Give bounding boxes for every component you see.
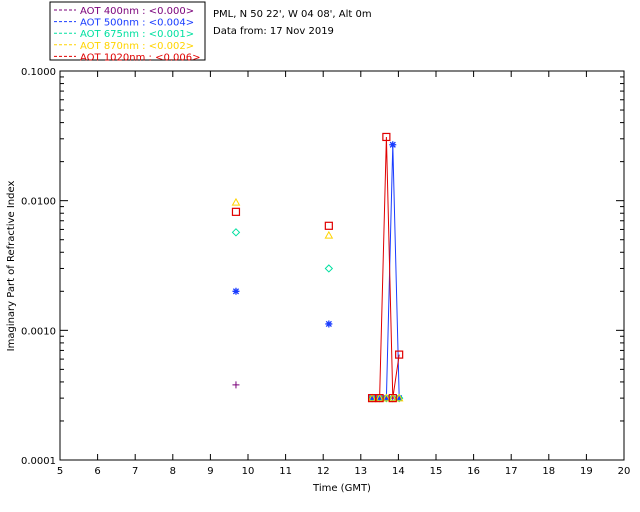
asterisk-marker xyxy=(368,394,376,402)
asterisk-marker xyxy=(382,394,390,402)
y-tick-label: 0.1000 xyxy=(21,67,56,78)
y-tick-label: 0.0001 xyxy=(21,456,56,467)
diamond-marker xyxy=(324,264,334,273)
x-tick-label: 9 xyxy=(207,466,213,477)
asterisk-marker xyxy=(389,141,397,149)
x-tick-label: 8 xyxy=(170,466,176,477)
plot-frame xyxy=(59,70,625,461)
axis-ticks: 5 6 7 8 9 10 11 12 13 14 15 16 17 18 19 20 0.0001 0.0010 0… xyxy=(21,67,630,477)
square-marker xyxy=(324,221,333,230)
legend-box xyxy=(49,1,206,61)
y-axis-label: Imaginary Part of Refractive Index xyxy=(6,181,17,352)
x-tick-label: 6 xyxy=(94,466,100,477)
y-tick-label: 0.0100 xyxy=(21,197,56,208)
x-tick-label: 17 xyxy=(505,466,518,477)
square-marker xyxy=(388,394,397,403)
x-tick-label: 16 xyxy=(467,466,480,477)
asterisk-marker xyxy=(395,394,403,402)
triangle-marker xyxy=(388,393,398,402)
square-marker xyxy=(382,132,391,142)
series-lines xyxy=(372,136,400,399)
date-label: Data from: 17 Nov 2019 xyxy=(213,26,334,37)
asterisk-marker xyxy=(325,320,333,328)
diamond-marker xyxy=(231,228,241,237)
asterisk-marker xyxy=(232,287,240,295)
legend-entry: AOT 400nm : <0.000> xyxy=(80,6,194,17)
x-tick-label: 18 xyxy=(542,466,555,477)
triangle-marker xyxy=(324,230,334,239)
square-marker xyxy=(231,207,241,216)
square-marker xyxy=(395,350,404,359)
y-tick-label: 0.0010 xyxy=(21,326,56,337)
triangle-marker xyxy=(375,393,384,402)
x-tick-label: 20 xyxy=(618,466,631,477)
x-tick-label: 13 xyxy=(354,466,367,477)
x-tick-label: 15 xyxy=(430,466,443,477)
x-tick-label: 11 xyxy=(279,466,292,477)
x-axis-label: Time (GMT) xyxy=(312,483,371,494)
plus-marker xyxy=(232,381,240,389)
x-tick-label: 7 xyxy=(132,466,138,477)
triangle-marker xyxy=(367,393,377,402)
triangle-marker xyxy=(394,393,404,402)
legend-entry: AOT 500nm : <0.004> xyxy=(80,18,194,29)
square-marker xyxy=(375,394,384,403)
triangle-marker xyxy=(231,197,241,206)
x-tick-label: 10 xyxy=(242,466,255,477)
legend-entry: AOT 1020nm : <0.006> xyxy=(80,52,200,63)
x-tick-label: 12 xyxy=(317,466,330,477)
asterisk-marker xyxy=(376,394,384,402)
series-markers xyxy=(231,132,404,403)
x-tick-label: 5 xyxy=(57,466,63,477)
location-label: PML, N 50 22', W 04 08', Alt 0m xyxy=(213,9,372,20)
x-tick-label: 19 xyxy=(580,466,593,477)
x-tick-label: 14 xyxy=(392,466,405,477)
triangle-marker xyxy=(382,393,391,402)
series-line xyxy=(372,136,400,399)
legend-entry: AOT 675nm : <0.001> xyxy=(80,29,194,40)
legend: AOT 400nm : <0.000>AOT 500nm : <0.004>AO… xyxy=(54,6,200,63)
legend-entry: AOT 870nm : <0.002> xyxy=(80,41,194,52)
